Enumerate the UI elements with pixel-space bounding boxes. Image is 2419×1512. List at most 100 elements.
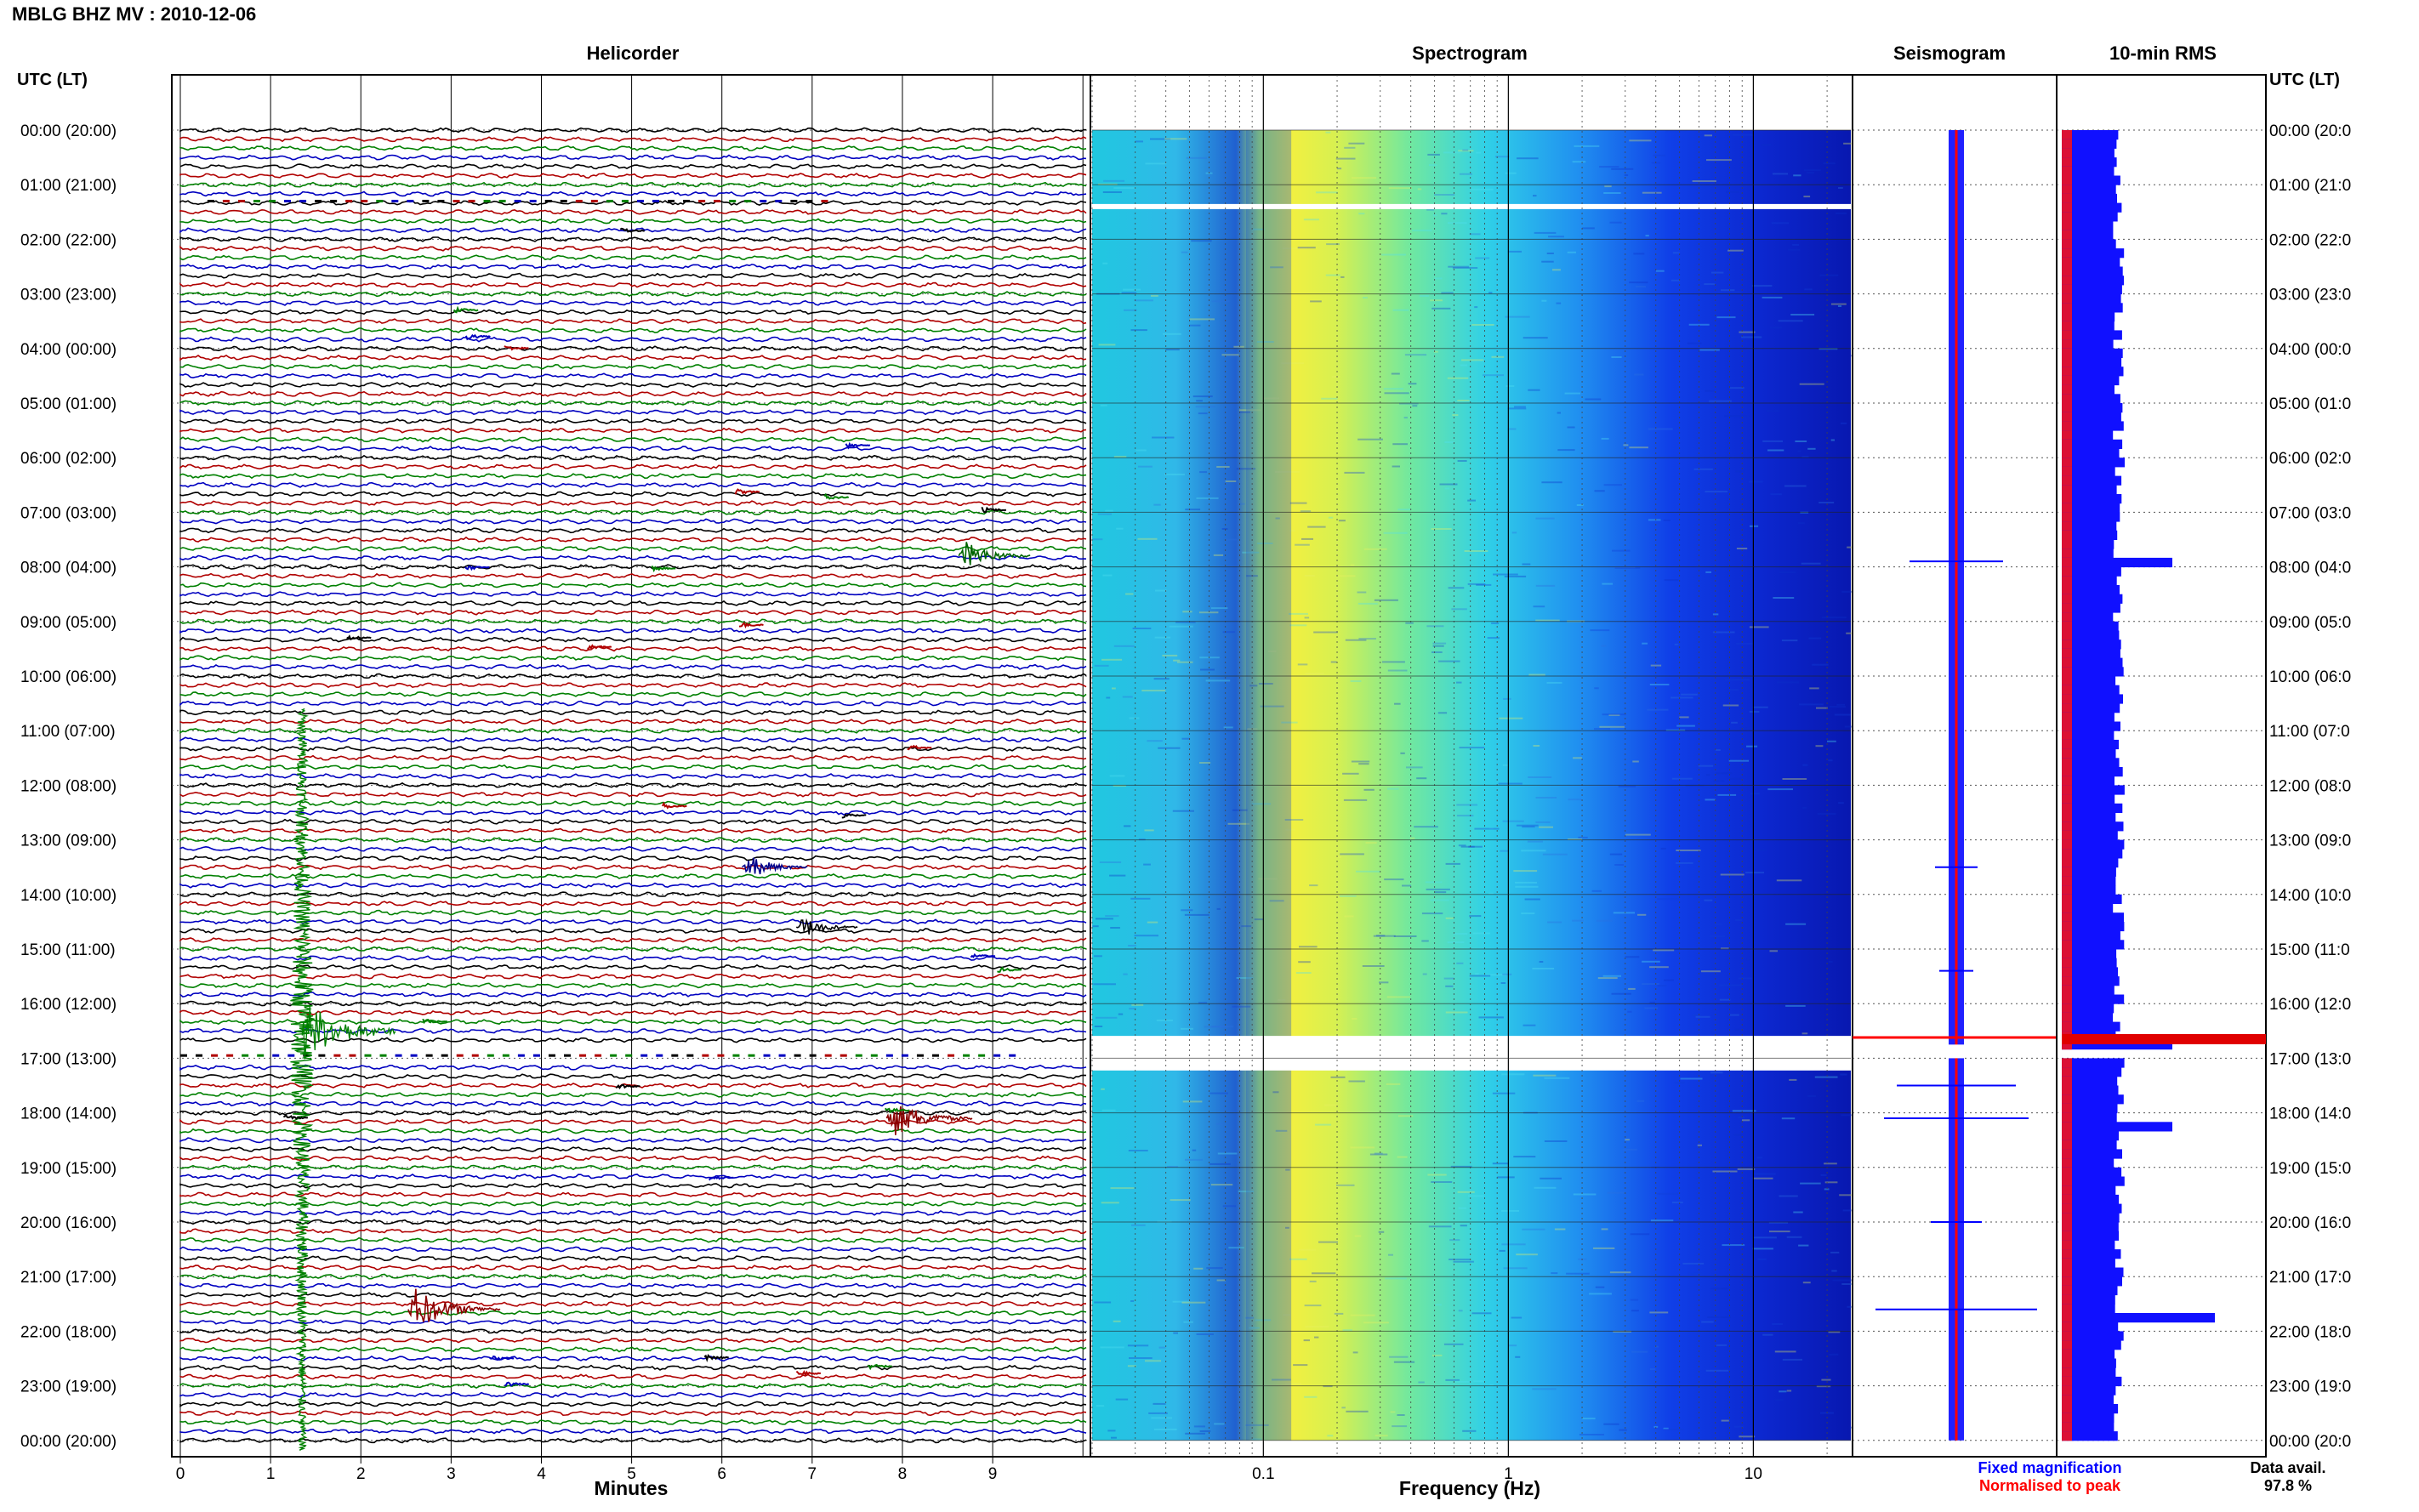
spectrogram-texture <box>1819 274 1839 276</box>
spectrogram-texture <box>1392 443 1408 446</box>
spectrogram-texture <box>1102 262 1108 264</box>
spectrogram-grid <box>1091 75 1851 1457</box>
rms-bar <box>2062 694 2123 704</box>
rms-bar <box>2062 849 2123 859</box>
rms-normalised-bar <box>2062 767 2072 777</box>
rms-normalised-bar <box>2062 1222 2072 1232</box>
spectrogram-texture <box>1381 253 1406 256</box>
helicorder-trace <box>179 327 1087 333</box>
rms-normalised-bar <box>2062 967 2072 977</box>
spectrogram-texture <box>1502 764 1508 766</box>
spectrogram-texture <box>1781 639 1798 642</box>
helicorder-small-event <box>795 1370 822 1378</box>
spectrogram-texture <box>1665 130 1687 133</box>
rms-bar <box>2062 657 2123 668</box>
spectrogram-texture <box>1351 760 1370 763</box>
spectrogram-texture <box>1363 788 1375 791</box>
spectrogram-texture <box>1699 349 1720 351</box>
hour-label-left: 17:00 (13:00) <box>20 1050 117 1068</box>
spectrogram-texture <box>1095 1016 1118 1019</box>
helicorder-title: Helicorder <box>587 43 680 64</box>
spectrogram-texture <box>1674 643 1679 645</box>
helicorder-trace <box>179 1100 1087 1107</box>
spectrogram-texture <box>1222 1205 1236 1208</box>
spectrogram-texture <box>1521 850 1546 852</box>
helicorder-trace <box>179 1410 1087 1417</box>
spectrogram-texture <box>1632 760 1639 763</box>
spectrogram-texture <box>1295 543 1310 546</box>
spectrogram-texture <box>1557 449 1575 452</box>
spectrogram-texture <box>1821 1378 1831 1381</box>
helicorder-trace <box>179 1418 1087 1425</box>
spectrogram-texture <box>1458 844 1466 847</box>
spectrogram-texture <box>1515 1356 1521 1358</box>
spectrogram-texture <box>1707 1316 1731 1318</box>
spectrogram-texture <box>1315 1123 1332 1126</box>
spectrogram-texture <box>1806 172 1814 174</box>
spectrogram-texture <box>1130 1300 1135 1302</box>
helicorder-trace <box>179 1273 1087 1280</box>
spectrogram-texture <box>1603 1423 1619 1425</box>
spectrogram-texture <box>1269 900 1284 902</box>
hour-label-left: 10:00 (06:00) <box>20 668 117 686</box>
rms-bar <box>2062 676 2116 686</box>
helicorder-trace <box>179 572 1087 579</box>
rms-normalised-bar <box>2062 830 2072 841</box>
rms-bar <box>2062 412 2121 422</box>
helicorder-trace <box>179 400 1087 406</box>
spectrogram-texture <box>1094 664 1109 667</box>
spectrogram-texture <box>1840 1073 1847 1076</box>
helicorder-small-event <box>587 644 612 651</box>
spectrogram-texture <box>1393 935 1417 937</box>
spectrogram-texture <box>1839 1194 1853 1197</box>
spectrogram-texture <box>1710 1071 1723 1074</box>
rms-bar <box>2062 785 2125 795</box>
spectrogram-texture <box>1737 1168 1756 1170</box>
spectrogram-texture <box>1110 927 1120 929</box>
rms-bar <box>2062 1185 2116 1196</box>
spectrogram-texture <box>1158 1346 1166 1349</box>
spectrogram-texture <box>1150 138 1171 140</box>
spectrogram-texture <box>1437 712 1448 714</box>
spectrogram-texture <box>1535 517 1555 520</box>
helicorder-trace <box>179 709 1087 716</box>
rms-bar <box>2062 430 2114 441</box>
spectrogram-texture <box>1768 1221 1788 1224</box>
helicorder-event-signal <box>742 857 808 875</box>
rms-normalised-bar <box>2062 821 2072 832</box>
helicorder-trace <box>179 1118 1087 1125</box>
spectrogram-texture <box>1511 1316 1523 1319</box>
spectrogram-texture <box>1551 1272 1558 1275</box>
spectrogram-texture <box>1412 405 1418 407</box>
spectrogram-texture <box>1295 972 1312 974</box>
spectrogram-texture <box>1601 1228 1608 1231</box>
spectrogram-texture <box>1528 389 1540 391</box>
spectrogram-texture <box>1524 898 1540 901</box>
spectrogram-texture <box>1293 1364 1308 1367</box>
rms-bar <box>2062 1431 2118 1441</box>
spectrogram-texture <box>1757 1258 1767 1260</box>
rms-normalised-bar <box>2062 694 2072 704</box>
helicorder-trace <box>179 372 1087 379</box>
helicorder-trace <box>179 782 1087 788</box>
spectrogram-texture <box>1285 1383 1302 1385</box>
rms-bar <box>2062 1103 2118 1114</box>
helicorder-trace <box>179 845 1087 852</box>
rms-bar <box>2062 1304 2115 1314</box>
spectrogram-texture <box>1143 863 1151 866</box>
helicorder-xtick-label: 9 <box>988 1465 998 1483</box>
rms-bar <box>2062 248 2125 259</box>
spectrogram-texture <box>1656 270 1665 272</box>
rms-normalised-bar <box>2062 367 2072 377</box>
helicorder-trace <box>179 554 1087 561</box>
spectrogram-texture <box>1534 231 1557 234</box>
spectrogram-texture <box>1823 162 1836 165</box>
spectrogram-texture <box>1745 872 1764 874</box>
hour-label-left: 16:00 (12:00) <box>20 996 117 1014</box>
spectrogram-texture <box>1094 1026 1103 1027</box>
spectrogram-texture <box>1701 1321 1714 1323</box>
rms-bar <box>2062 375 2120 386</box>
helicorder-trace <box>179 536 1087 543</box>
rms-normalised-bar <box>2062 221 2072 231</box>
spectrogram-texture <box>1451 608 1467 611</box>
